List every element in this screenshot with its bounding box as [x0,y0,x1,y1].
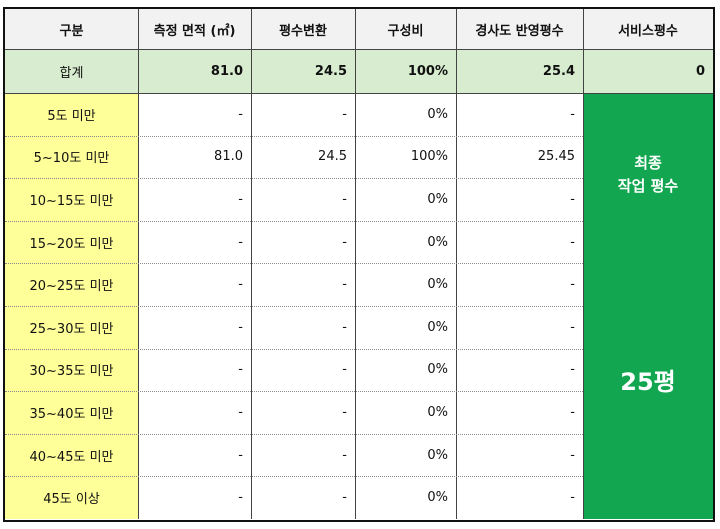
slope-pyeong-cell: - [456,306,583,349]
total-slope-pyeong: 25.4 [456,49,583,93]
row-category-label: 5~10도 미만 [5,135,138,179]
total-pyeong: 24.5 [251,49,355,93]
final-title-line2: 작업 평수 [617,177,679,195]
area-cell: 81.0 [138,135,251,179]
area-cell: - [138,306,251,349]
ratio-cell: 0% [355,433,456,477]
row-category-label: 10~15도 미만 [5,178,138,221]
pyeong-cell: - [251,263,355,306]
row-category-label: 40~45도 미만 [5,433,138,477]
grid-line [5,348,583,350]
pyeong-cell: - [251,178,355,221]
area-cell: - [138,433,251,477]
slope-pyeong-cell: - [456,348,583,392]
ratio-cell: 0% [355,93,456,136]
slope-pyeong-cell: - [456,178,583,221]
total-label: 합계 [5,49,138,93]
row-category-label: 20~25도 미만 [5,263,138,306]
slope-pyeong-cell: - [456,433,583,477]
slope-pyeong-cell: - [456,220,583,264]
final-title-line1: 최종 [634,154,662,172]
header-service-pyeong: 서비스평수 [583,9,713,49]
ratio-cell: 0% [355,476,456,519]
grid-line [5,220,583,222]
grid-line [5,391,583,393]
area-cell: - [138,263,251,306]
header-category: 구분 [5,9,138,49]
row-category-label: 30~35도 미만 [5,348,138,392]
total-service: 0 [583,49,713,93]
grid-line [5,476,583,478]
header-measured-area: 측정 면적 (㎡) [138,9,251,49]
grid-line [583,9,584,519]
ratio-cell: 100% [355,135,456,179]
area-cell: - [138,93,251,136]
pyeong-cell: - [251,306,355,349]
ratio-cell: 0% [355,220,456,264]
total-ratio: 100% [355,49,456,93]
header-slope-pyeong: 경사도 반영평수 [456,9,583,49]
pyeong-cell: - [251,391,355,434]
ratio-cell: 0% [355,263,456,306]
slope-pyeong-cell: - [456,476,583,519]
header-pyeong-conversion: 평수변환 [251,9,355,49]
grid-line [5,263,583,265]
grid-line [5,49,713,50]
ratio-cell: 0% [355,391,456,434]
pyeong-cell: - [251,476,355,519]
grid-line [5,135,583,137]
ratio-cell: 0% [355,306,456,349]
row-category-label: 15~20도 미만 [5,220,138,264]
row-category-label: 5도 미만 [5,93,138,136]
final-pyeong-value: 25평 [620,368,676,396]
header-composition-ratio: 구성비 [355,9,456,49]
grid-line [5,306,583,307]
slope-pyeong-cell: - [456,263,583,306]
area-cell: - [138,348,251,392]
area-cell: - [138,476,251,519]
total-area: 81.0 [138,49,251,93]
ratio-cell: 0% [355,178,456,221]
grid-line [5,93,713,94]
row-category-label: 35~40도 미만 [5,391,138,434]
ratio-cell: 0% [355,348,456,392]
slope-pyeong-cell: - [456,391,583,434]
pyeong-cell: 24.5 [251,135,355,179]
pyeong-cell: - [251,433,355,477]
slope-pyeong-cell: 25.45 [456,135,583,179]
pyeong-cell: - [251,220,355,264]
area-cell: - [138,220,251,264]
slope-pyeong-cell: - [456,93,583,136]
area-cell: - [138,178,251,221]
pyeong-cell: - [251,93,355,136]
grid-line [5,178,583,180]
pyeong-cell: - [251,348,355,392]
row-category-label: 45도 이상 [5,476,138,519]
grid-line [5,433,583,435]
row-category-label: 25~30도 미만 [5,306,138,349]
area-cell: - [138,391,251,434]
